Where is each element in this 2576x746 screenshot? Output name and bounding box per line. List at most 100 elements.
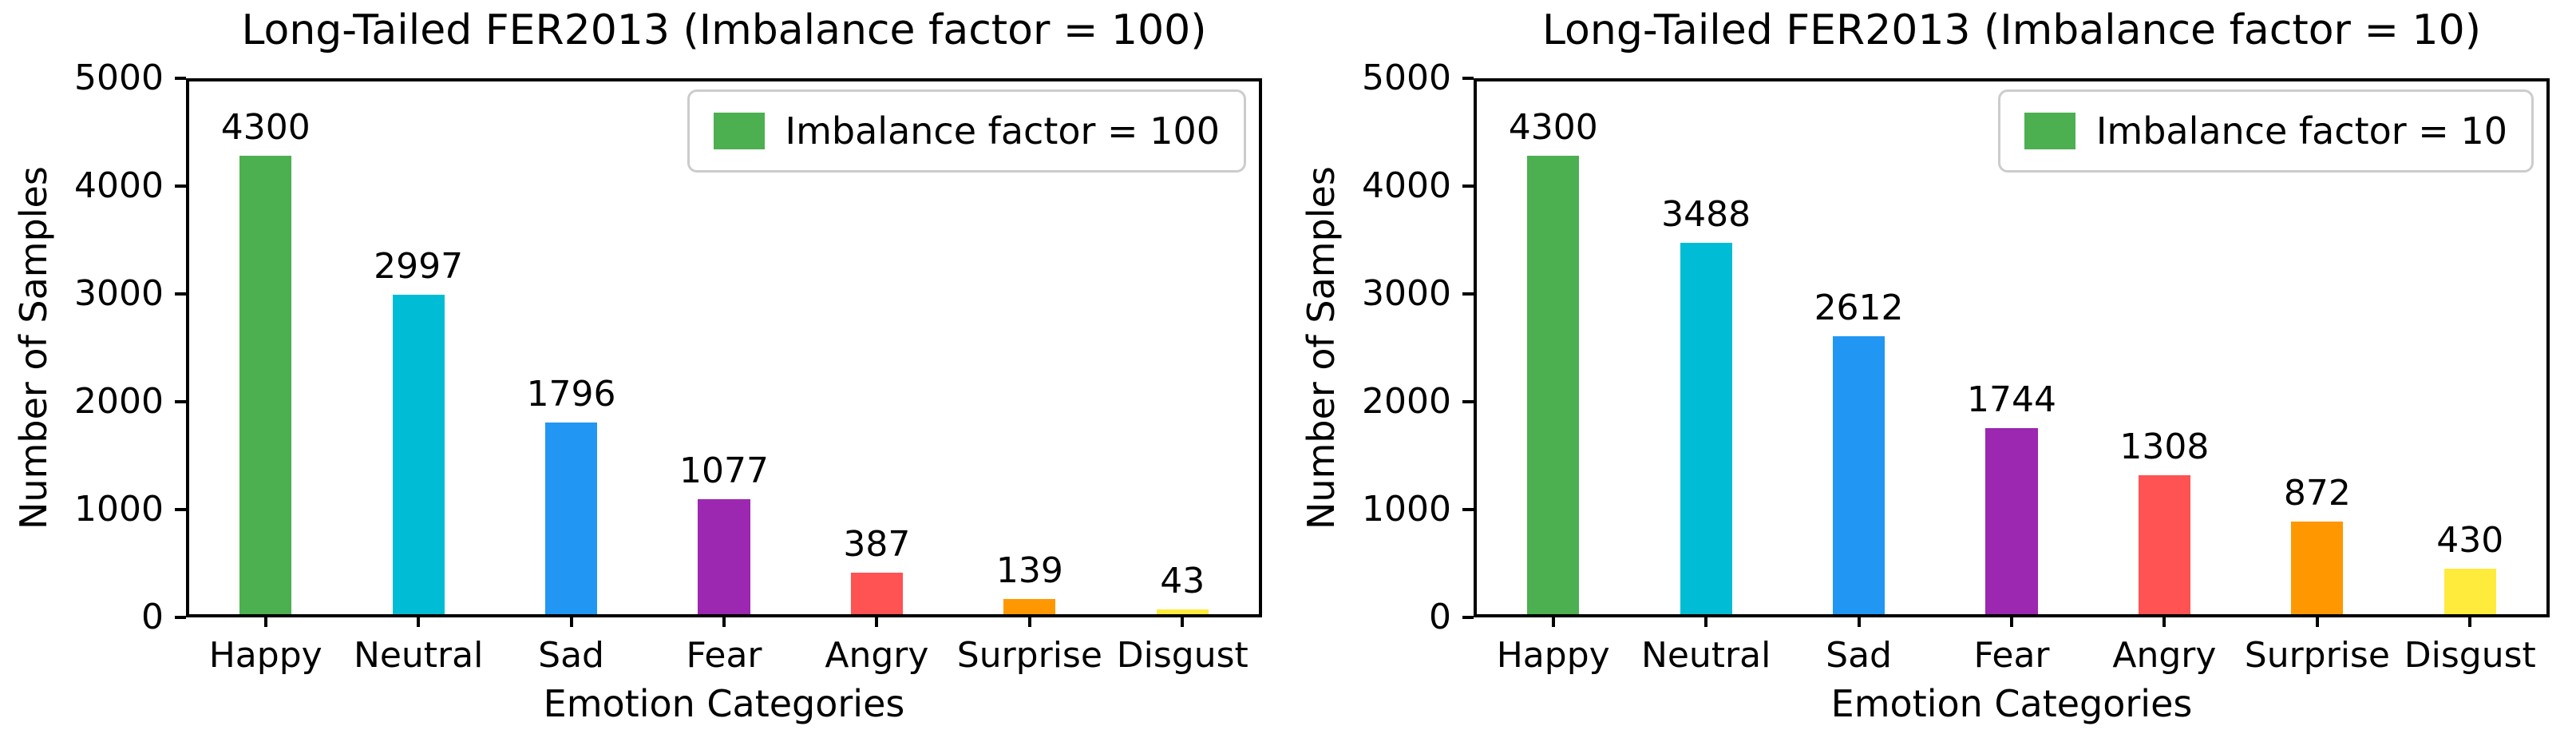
x-tick-mark: [722, 616, 726, 627]
subplot-imbalance-100: Long-Tailed FER2013 (Imbalance factor = …: [12, 6, 1262, 725]
y-tick-mark: [175, 400, 186, 403]
x-tick-label-happy: Happy: [1496, 635, 1610, 676]
legend: Imbalance factor = 100: [687, 89, 1246, 173]
x-tick-label-happy: Happy: [208, 635, 322, 676]
x-tick-mark: [2162, 616, 2166, 627]
bar-surprise: [1003, 599, 1056, 614]
x-tick-label-neutral: Neutral: [353, 635, 484, 676]
bar-group: 4300 3488 2612 1744 1308 872 430: [1477, 81, 2546, 614]
subplot-imbalance-10: Long-Tailed FER2013 (Imbalance factor = …: [1288, 0, 2575, 746]
x-tick-label-neutral: Neutral: [1640, 635, 1771, 676]
x-tick-mark: [417, 616, 421, 627]
bar-value-label: 1796: [526, 374, 616, 415]
x-tick-label-fear: Fear: [1973, 635, 2050, 676]
bar-slot-neutral: 2997: [342, 81, 494, 614]
x-tick-mark: [569, 616, 573, 627]
bar-slot-surprise: 139: [953, 81, 1106, 614]
bar-value-label: 4300: [1508, 107, 1598, 149]
bar-disgust: [2443, 568, 2496, 614]
bar-value-label: 4300: [220, 107, 311, 149]
chart-title: Long-Tailed FER2013 (Imbalance factor = …: [1542, 6, 2481, 54]
x-tick-mark: [2315, 616, 2319, 627]
y-tick-mark: [1462, 508, 1474, 511]
x-tick-mark: [263, 616, 267, 627]
bar-value-label: 43: [1160, 561, 1205, 602]
x-tick-label-disgust: Disgust: [2404, 635, 2536, 676]
y-tick-mark: [1462, 292, 1474, 296]
bar-angry: [850, 573, 903, 614]
bar-happy: [239, 156, 292, 614]
legend-label: Imbalance factor = 100: [785, 109, 1220, 153]
bar-neutral: [1680, 242, 1732, 614]
x-tick-mark: [875, 616, 879, 627]
bar-sad: [1833, 335, 1886, 614]
chart-title: Long-Tailed FER2013 (Imbalance factor = …: [241, 6, 1207, 54]
y-tick-mark: [1462, 185, 1474, 188]
x-tick-label-angry: Angry: [825, 635, 929, 676]
y-tick-mark: [175, 616, 186, 619]
x-tick-mark: [1551, 616, 1555, 627]
bar-value-label: 1077: [679, 450, 769, 492]
y-tick-mark: [1462, 616, 1474, 619]
x-tick-label-sad: Sad: [1826, 635, 1892, 676]
bar-surprise: [2291, 521, 2344, 614]
x-tick-label-sad: Sad: [538, 635, 604, 676]
x-tick-mark: [1704, 616, 1708, 627]
bar-value-label: 139: [995, 550, 1063, 592]
bar-slot-surprise: 872: [2241, 81, 2393, 614]
plot-area: 4300 2997 1796 1077 387 139 43 Imbalance facto…: [186, 78, 1262, 617]
y-axis-label: Number of Samples: [1300, 166, 1343, 530]
bar-value-label: 1308: [2119, 426, 2210, 467]
plot-area: 4300 3488 2612 1744 1308 872 430 Imbalance fac…: [1474, 78, 2550, 617]
bar-value-label: 2997: [374, 246, 464, 288]
bar-slot-happy: 4300: [1477, 81, 1629, 614]
bar-slot-sad: 1796: [495, 81, 647, 614]
bar-value-label: 387: [843, 524, 911, 565]
y-tick-mark: [1462, 400, 1474, 403]
x-tick-label-fear: Fear: [686, 635, 762, 676]
bar-group: 4300 2997 1796 1077 387 139 43: [189, 81, 1259, 614]
legend-swatch: [713, 113, 765, 149]
x-tick-label-surprise: Surprise: [2244, 635, 2390, 676]
bar-value-label: 872: [2283, 472, 2351, 514]
bar-fear: [1985, 428, 2038, 614]
bar-value-label: 430: [2436, 519, 2504, 561]
y-tick-mark: [1462, 77, 1474, 80]
x-tick-mark: [1857, 616, 1861, 627]
bar-slot-angry: 1308: [2088, 81, 2241, 614]
y-axis-label: Number of Samples: [12, 166, 55, 530]
x-axis-label: Emotion Categories: [543, 682, 905, 725]
x-tick-mark: [1027, 616, 1031, 627]
legend-swatch: [2024, 113, 2075, 149]
y-tick-mark: [175, 292, 186, 296]
bar-slot-happy: 4300: [189, 81, 342, 614]
bar-fear: [698, 499, 750, 614]
bar-angry: [2138, 474, 2190, 614]
x-tick-label-disgust: Disgust: [1116, 635, 1248, 676]
x-tick-label-surprise: Surprise: [956, 635, 1102, 676]
x-tick-mark: [1181, 616, 1185, 627]
bar-slot-sad: 2612: [1783, 81, 1935, 614]
legend: Imbalance factor = 10: [1997, 89, 2534, 173]
bar-value-label: 3488: [1661, 193, 1751, 235]
bar-slot-angry: 387: [801, 81, 953, 614]
x-axis-label: Emotion Categories: [1830, 682, 2193, 725]
x-tick-label-angry: Angry: [2112, 635, 2217, 676]
bar-value-label: 1744: [1966, 379, 2056, 421]
bar-neutral: [392, 295, 445, 614]
bar-sad: [545, 423, 598, 614]
bar-value-label: 2612: [1814, 287, 1904, 328]
bar-slot-neutral: 3488: [1629, 81, 1782, 614]
y-tick-mark: [175, 77, 186, 80]
y-tick-mark: [175, 508, 186, 511]
x-tick-mark: [2468, 616, 2472, 627]
y-tick-mark: [175, 185, 186, 188]
bar-slot-fear: 1077: [647, 81, 800, 614]
bar-slot-fear: 1744: [1935, 81, 2087, 614]
legend-label: Imbalance factor = 10: [2095, 109, 2507, 153]
x-tick-mark: [2010, 616, 2013, 627]
bar-slot-disgust: 43: [1106, 81, 1259, 614]
bar-slot-disgust: 430: [2394, 81, 2546, 614]
bar-happy: [1527, 156, 1580, 614]
bar-disgust: [1156, 609, 1209, 614]
